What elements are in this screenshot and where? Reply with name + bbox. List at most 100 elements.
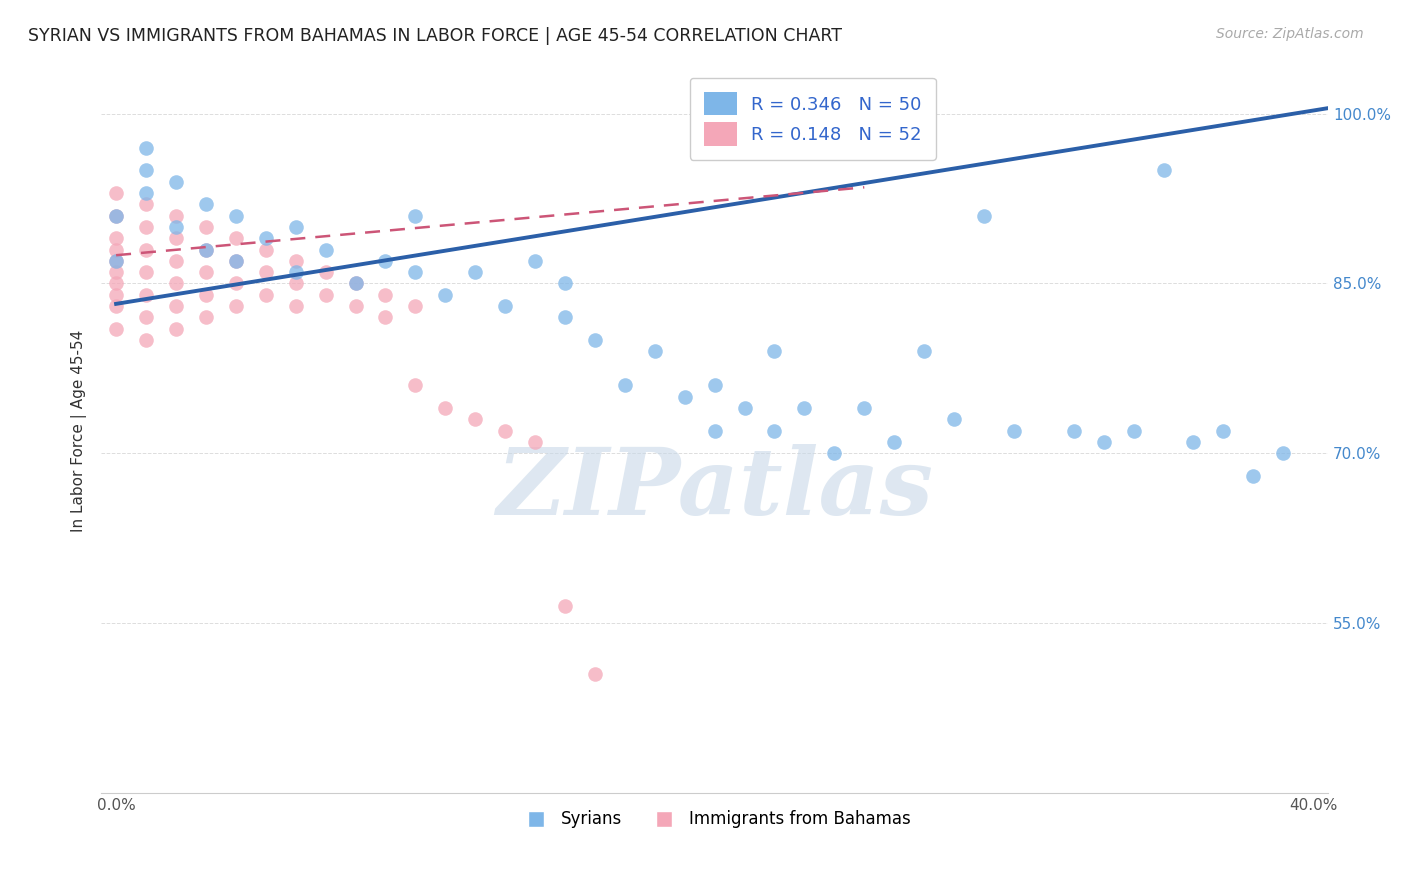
Point	[165, 231, 187, 245]
Point	[105, 231, 128, 245]
Point	[165, 299, 187, 313]
Point	[225, 209, 247, 223]
Point	[194, 243, 217, 257]
Point	[165, 175, 187, 189]
Point	[613, 378, 636, 392]
Legend: Syrians, Immigrants from Bahamas: Syrians, Immigrants from Bahamas	[512, 804, 917, 835]
Point	[284, 299, 307, 313]
Point	[225, 299, 247, 313]
Text: SYRIAN VS IMMIGRANTS FROM BAHAMAS IN LABOR FORCE | AGE 45-54 CORRELATION CHART: SYRIAN VS IMMIGRANTS FROM BAHAMAS IN LAB…	[28, 27, 842, 45]
Point	[284, 219, 307, 234]
Point	[404, 378, 426, 392]
Point	[194, 265, 217, 279]
Point	[344, 277, 367, 291]
Point	[464, 265, 486, 279]
Point	[225, 231, 247, 245]
Point	[165, 322, 187, 336]
Point	[165, 253, 187, 268]
Point	[1002, 424, 1025, 438]
Point	[434, 288, 457, 302]
Point	[763, 424, 786, 438]
Point	[554, 277, 576, 291]
Point	[1212, 424, 1234, 438]
Point	[315, 265, 337, 279]
Point	[434, 401, 457, 415]
Point	[404, 209, 426, 223]
Point	[1153, 163, 1175, 178]
Y-axis label: In Labor Force | Age 45-54: In Labor Force | Age 45-54	[72, 329, 87, 532]
Point	[943, 412, 966, 426]
Point	[105, 299, 128, 313]
Point	[225, 253, 247, 268]
Point	[135, 141, 157, 155]
Point	[105, 322, 128, 336]
Point	[165, 209, 187, 223]
Point	[734, 401, 756, 415]
Point	[225, 253, 247, 268]
Point	[194, 219, 217, 234]
Point	[404, 299, 426, 313]
Point	[135, 197, 157, 211]
Point	[194, 288, 217, 302]
Point	[494, 299, 516, 313]
Point	[225, 277, 247, 291]
Point	[464, 412, 486, 426]
Point	[254, 265, 277, 279]
Point	[524, 434, 547, 449]
Point	[165, 219, 187, 234]
Point	[703, 378, 725, 392]
Point	[554, 599, 576, 613]
Point	[254, 243, 277, 257]
Point	[315, 243, 337, 257]
Point	[494, 424, 516, 438]
Point	[404, 265, 426, 279]
Point	[823, 446, 845, 460]
Point	[194, 310, 217, 325]
Point	[105, 243, 128, 257]
Point	[105, 186, 128, 200]
Point	[135, 288, 157, 302]
Point	[284, 265, 307, 279]
Point	[374, 253, 396, 268]
Point	[1122, 424, 1144, 438]
Point	[883, 434, 905, 449]
Point	[583, 666, 606, 681]
Point	[912, 344, 935, 359]
Point	[135, 243, 157, 257]
Point	[135, 163, 157, 178]
Point	[524, 253, 547, 268]
Point	[703, 424, 725, 438]
Point	[1182, 434, 1205, 449]
Point	[135, 333, 157, 347]
Point	[105, 209, 128, 223]
Point	[763, 344, 786, 359]
Point	[284, 277, 307, 291]
Point	[1272, 446, 1295, 460]
Point	[105, 253, 128, 268]
Point	[194, 197, 217, 211]
Point	[105, 253, 128, 268]
Point	[1241, 468, 1264, 483]
Point	[105, 209, 128, 223]
Point	[644, 344, 666, 359]
Point	[135, 310, 157, 325]
Point	[284, 253, 307, 268]
Point	[135, 265, 157, 279]
Point	[105, 265, 128, 279]
Point	[135, 186, 157, 200]
Point	[254, 231, 277, 245]
Point	[315, 288, 337, 302]
Point	[254, 288, 277, 302]
Point	[105, 277, 128, 291]
Point	[554, 310, 576, 325]
Point	[165, 277, 187, 291]
Text: Source: ZipAtlas.com: Source: ZipAtlas.com	[1216, 27, 1364, 41]
Point	[105, 288, 128, 302]
Point	[673, 390, 696, 404]
Point	[374, 310, 396, 325]
Point	[194, 243, 217, 257]
Point	[793, 401, 815, 415]
Point	[374, 288, 396, 302]
Point	[973, 209, 995, 223]
Point	[583, 333, 606, 347]
